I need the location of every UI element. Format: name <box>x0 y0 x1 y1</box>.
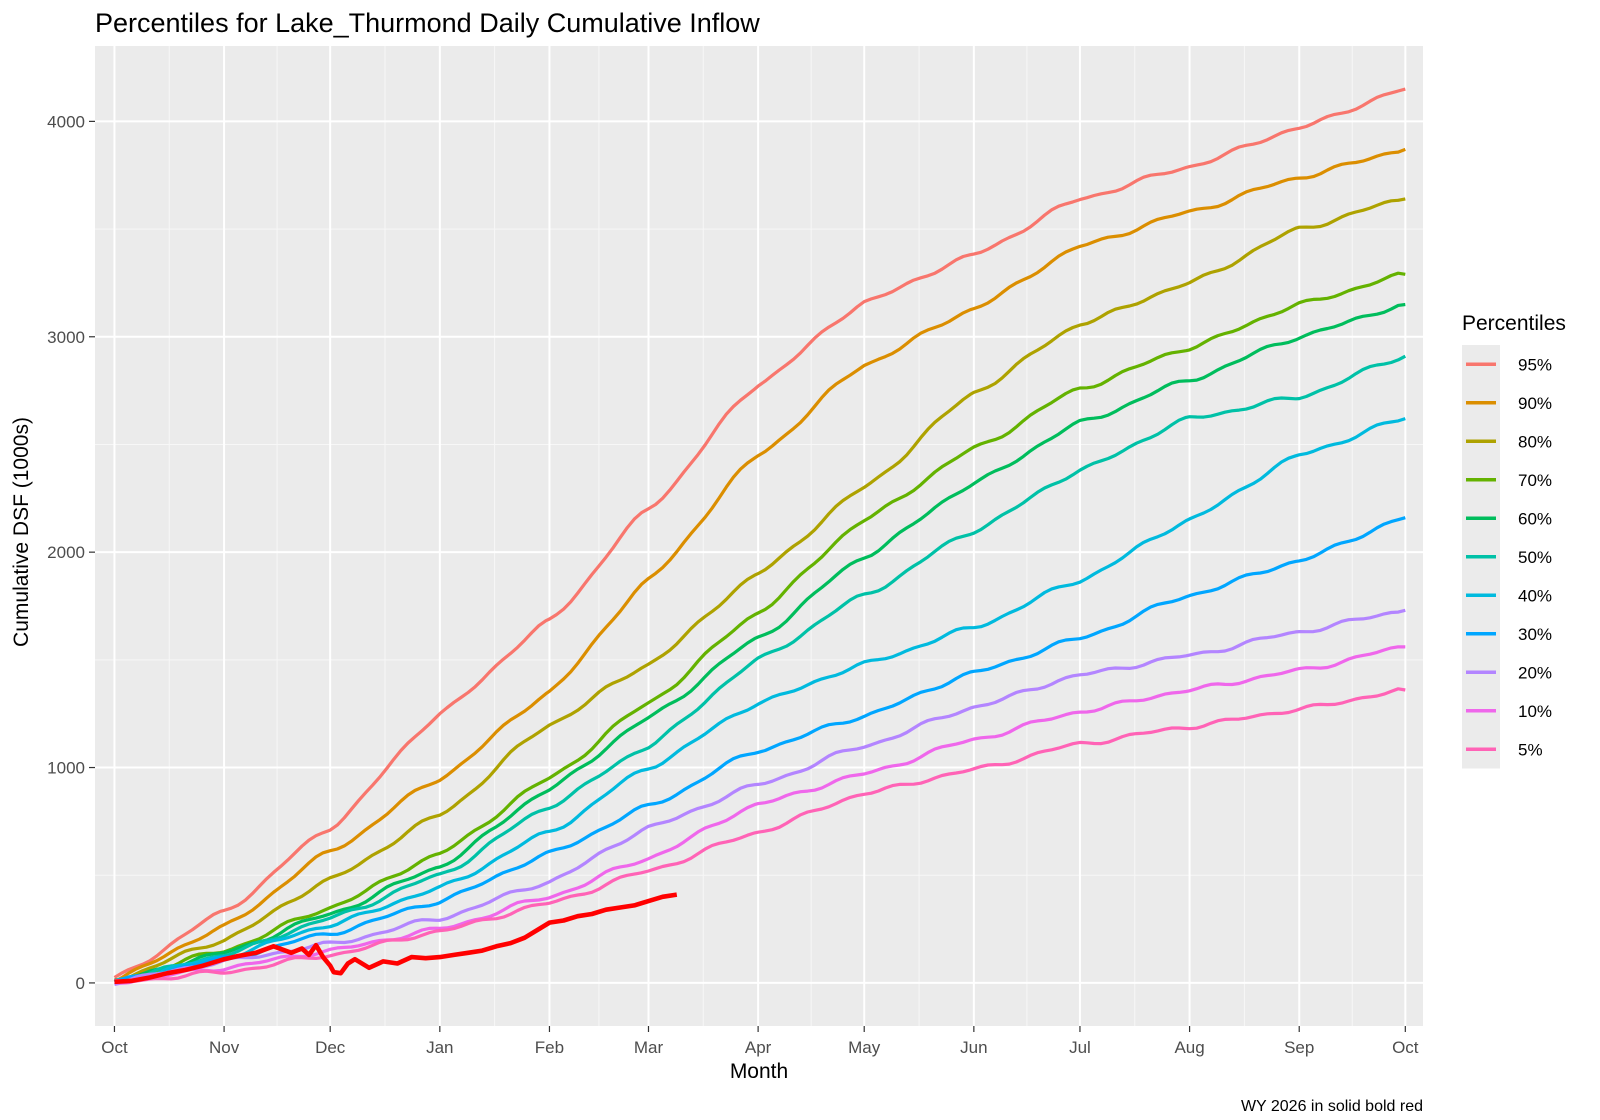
highlight-series-line <box>114 892 678 985</box>
legend-label: 40% <box>1518 586 1552 605</box>
x-tick-label: Oct <box>101 1038 128 1057</box>
series-line <box>114 608 1406 986</box>
x-tick-label: Oct <box>1392 1038 1419 1057</box>
x-tick-label: Dec <box>315 1038 346 1057</box>
legend-label: 30% <box>1518 625 1552 644</box>
series-line <box>114 354 1407 983</box>
legend-label: 80% <box>1518 432 1552 451</box>
y-tick-label: 3000 <box>47 328 85 347</box>
series-line <box>114 645 1406 985</box>
legend-label: 95% <box>1518 355 1552 374</box>
x-tick-label: Mar <box>634 1038 664 1057</box>
chart-title: Percentiles for Lake_Thurmond Daily Cumu… <box>95 8 760 38</box>
legend-label: 5% <box>1518 740 1543 759</box>
legend-label: 10% <box>1518 702 1552 721</box>
legend-label: 60% <box>1518 509 1552 528</box>
series-lines <box>113 87 1407 986</box>
legend-label: 90% <box>1518 394 1552 413</box>
x-axis-ticks: Oct Nov Dec Jan Feb Mar Apr May Jun Jul Aug Sep Oct <box>101 1026 1419 1057</box>
x-tick-label: Nov <box>209 1038 240 1057</box>
chart-caption: WY 2026 in solid bold red <box>1241 1098 1423 1115</box>
x-tick-label: Sep <box>1284 1038 1314 1057</box>
y-tick-label: 1000 <box>47 759 85 778</box>
x-tick-label: Jul <box>1069 1038 1091 1057</box>
series-line <box>113 147 1406 984</box>
legend: Percentiles 95% 90% 80% 70% 60% 50% 40% 30% 20% 1… <box>1462 312 1566 769</box>
series-line <box>114 197 1406 984</box>
series-line <box>114 417 1406 983</box>
y-axis-ticks: 0 1000 2000 3000 4000 <box>47 112 95 993</box>
legend-label: 50% <box>1518 548 1552 567</box>
x-tick-label: Aug <box>1174 1038 1204 1057</box>
legend-label: 20% <box>1518 663 1552 682</box>
x-tick-label: Jan <box>426 1038 453 1057</box>
y-tick-label: 0 <box>76 974 85 993</box>
highlight-series <box>114 892 678 985</box>
series-line <box>113 87 1406 979</box>
legend-title: Percentiles <box>1462 312 1566 335</box>
legend-label: 70% <box>1518 471 1552 490</box>
gridlines <box>95 46 1423 1026</box>
x-axis-title: Month <box>730 1060 788 1083</box>
y-axis-title: Cumulative DSF (1000s) <box>10 417 33 647</box>
y-tick-label: 4000 <box>47 112 85 131</box>
x-tick-label: Feb <box>535 1038 564 1057</box>
series-line <box>113 516 1406 984</box>
x-tick-label: Apr <box>745 1038 772 1057</box>
x-tick-label: May <box>848 1038 881 1057</box>
x-tick-label: Jun <box>960 1038 987 1057</box>
series-line <box>114 687 1406 983</box>
series-line <box>114 302 1406 982</box>
y-tick-label: 2000 <box>47 543 85 562</box>
series-line <box>114 271 1406 982</box>
